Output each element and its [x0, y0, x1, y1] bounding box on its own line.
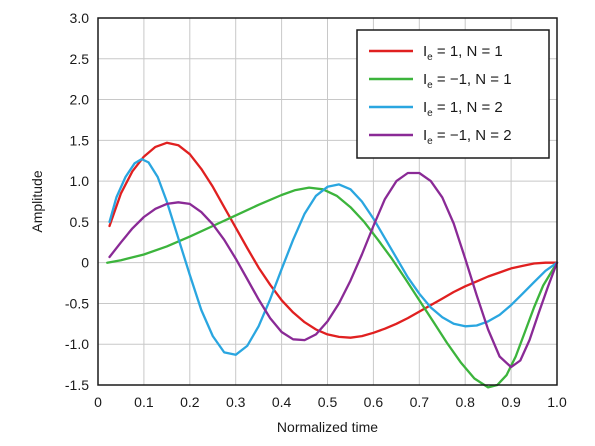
x-tick-label: 0.7: [410, 394, 430, 410]
series-line-1: [108, 141, 559, 339]
x-tick-label: 0: [94, 394, 102, 410]
y-tick-label: -0.5: [65, 295, 89, 311]
y-tick-label: -1.5: [65, 377, 89, 393]
x-axis-title: Normalized time: [277, 419, 378, 435]
y-tick-label: 0.5: [70, 214, 90, 230]
legend: Ie = 1, N = 1 Ie = −1, N = 1 Ie = 1, N = 2…: [356, 29, 550, 159]
x-tick-label: 0.6: [364, 394, 384, 410]
y-axis-title: Amplitude: [29, 170, 45, 232]
legend-label: Ie = −1, N = 1: [423, 71, 512, 91]
y-tick-label: 2.0: [70, 92, 90, 108]
series-group: [106, 141, 559, 389]
x-tick-label: 0.1: [134, 394, 154, 410]
x-tick-label: 1.0: [547, 394, 567, 410]
x-tick-label: 0.2: [180, 394, 200, 410]
legend-label: Ie = 1, N = 2: [423, 99, 503, 119]
x-axis-tick-labels: 0 0.1 0.2 0.3 0.4 0.5 0.6 0.7 0.8 0.9 1.0: [94, 394, 567, 410]
x-tick-label: 0.3: [226, 394, 246, 410]
x-tick-label: 0.8: [455, 394, 475, 410]
y-tick-label: 1.5: [70, 132, 90, 148]
legend-label: Ie = −1, N = 2: [423, 127, 512, 147]
y-tick-label: -1.0: [65, 336, 89, 352]
plot-border: [97, 17, 558, 386]
series-line-4: [108, 171, 559, 369]
x-tick-label: 0.4: [272, 394, 292, 410]
y-tick-label: 1.0: [70, 173, 90, 189]
x-tick-label: 0.5: [318, 394, 338, 410]
y-tick-label: 3.0: [70, 10, 90, 26]
y-axis-tick-labels: 3.0 2.5 2.0 1.5 1.0 0.5 0 -0.5 -1.0 -1.5: [65, 10, 89, 393]
y-tick-label: 0: [81, 255, 89, 271]
legend-label: Ie = 1, N = 1: [423, 43, 503, 63]
x-tick-label: 0.9: [501, 394, 521, 410]
series-line-3: [108, 157, 559, 356]
y-tick-label: 2.5: [70, 51, 90, 67]
